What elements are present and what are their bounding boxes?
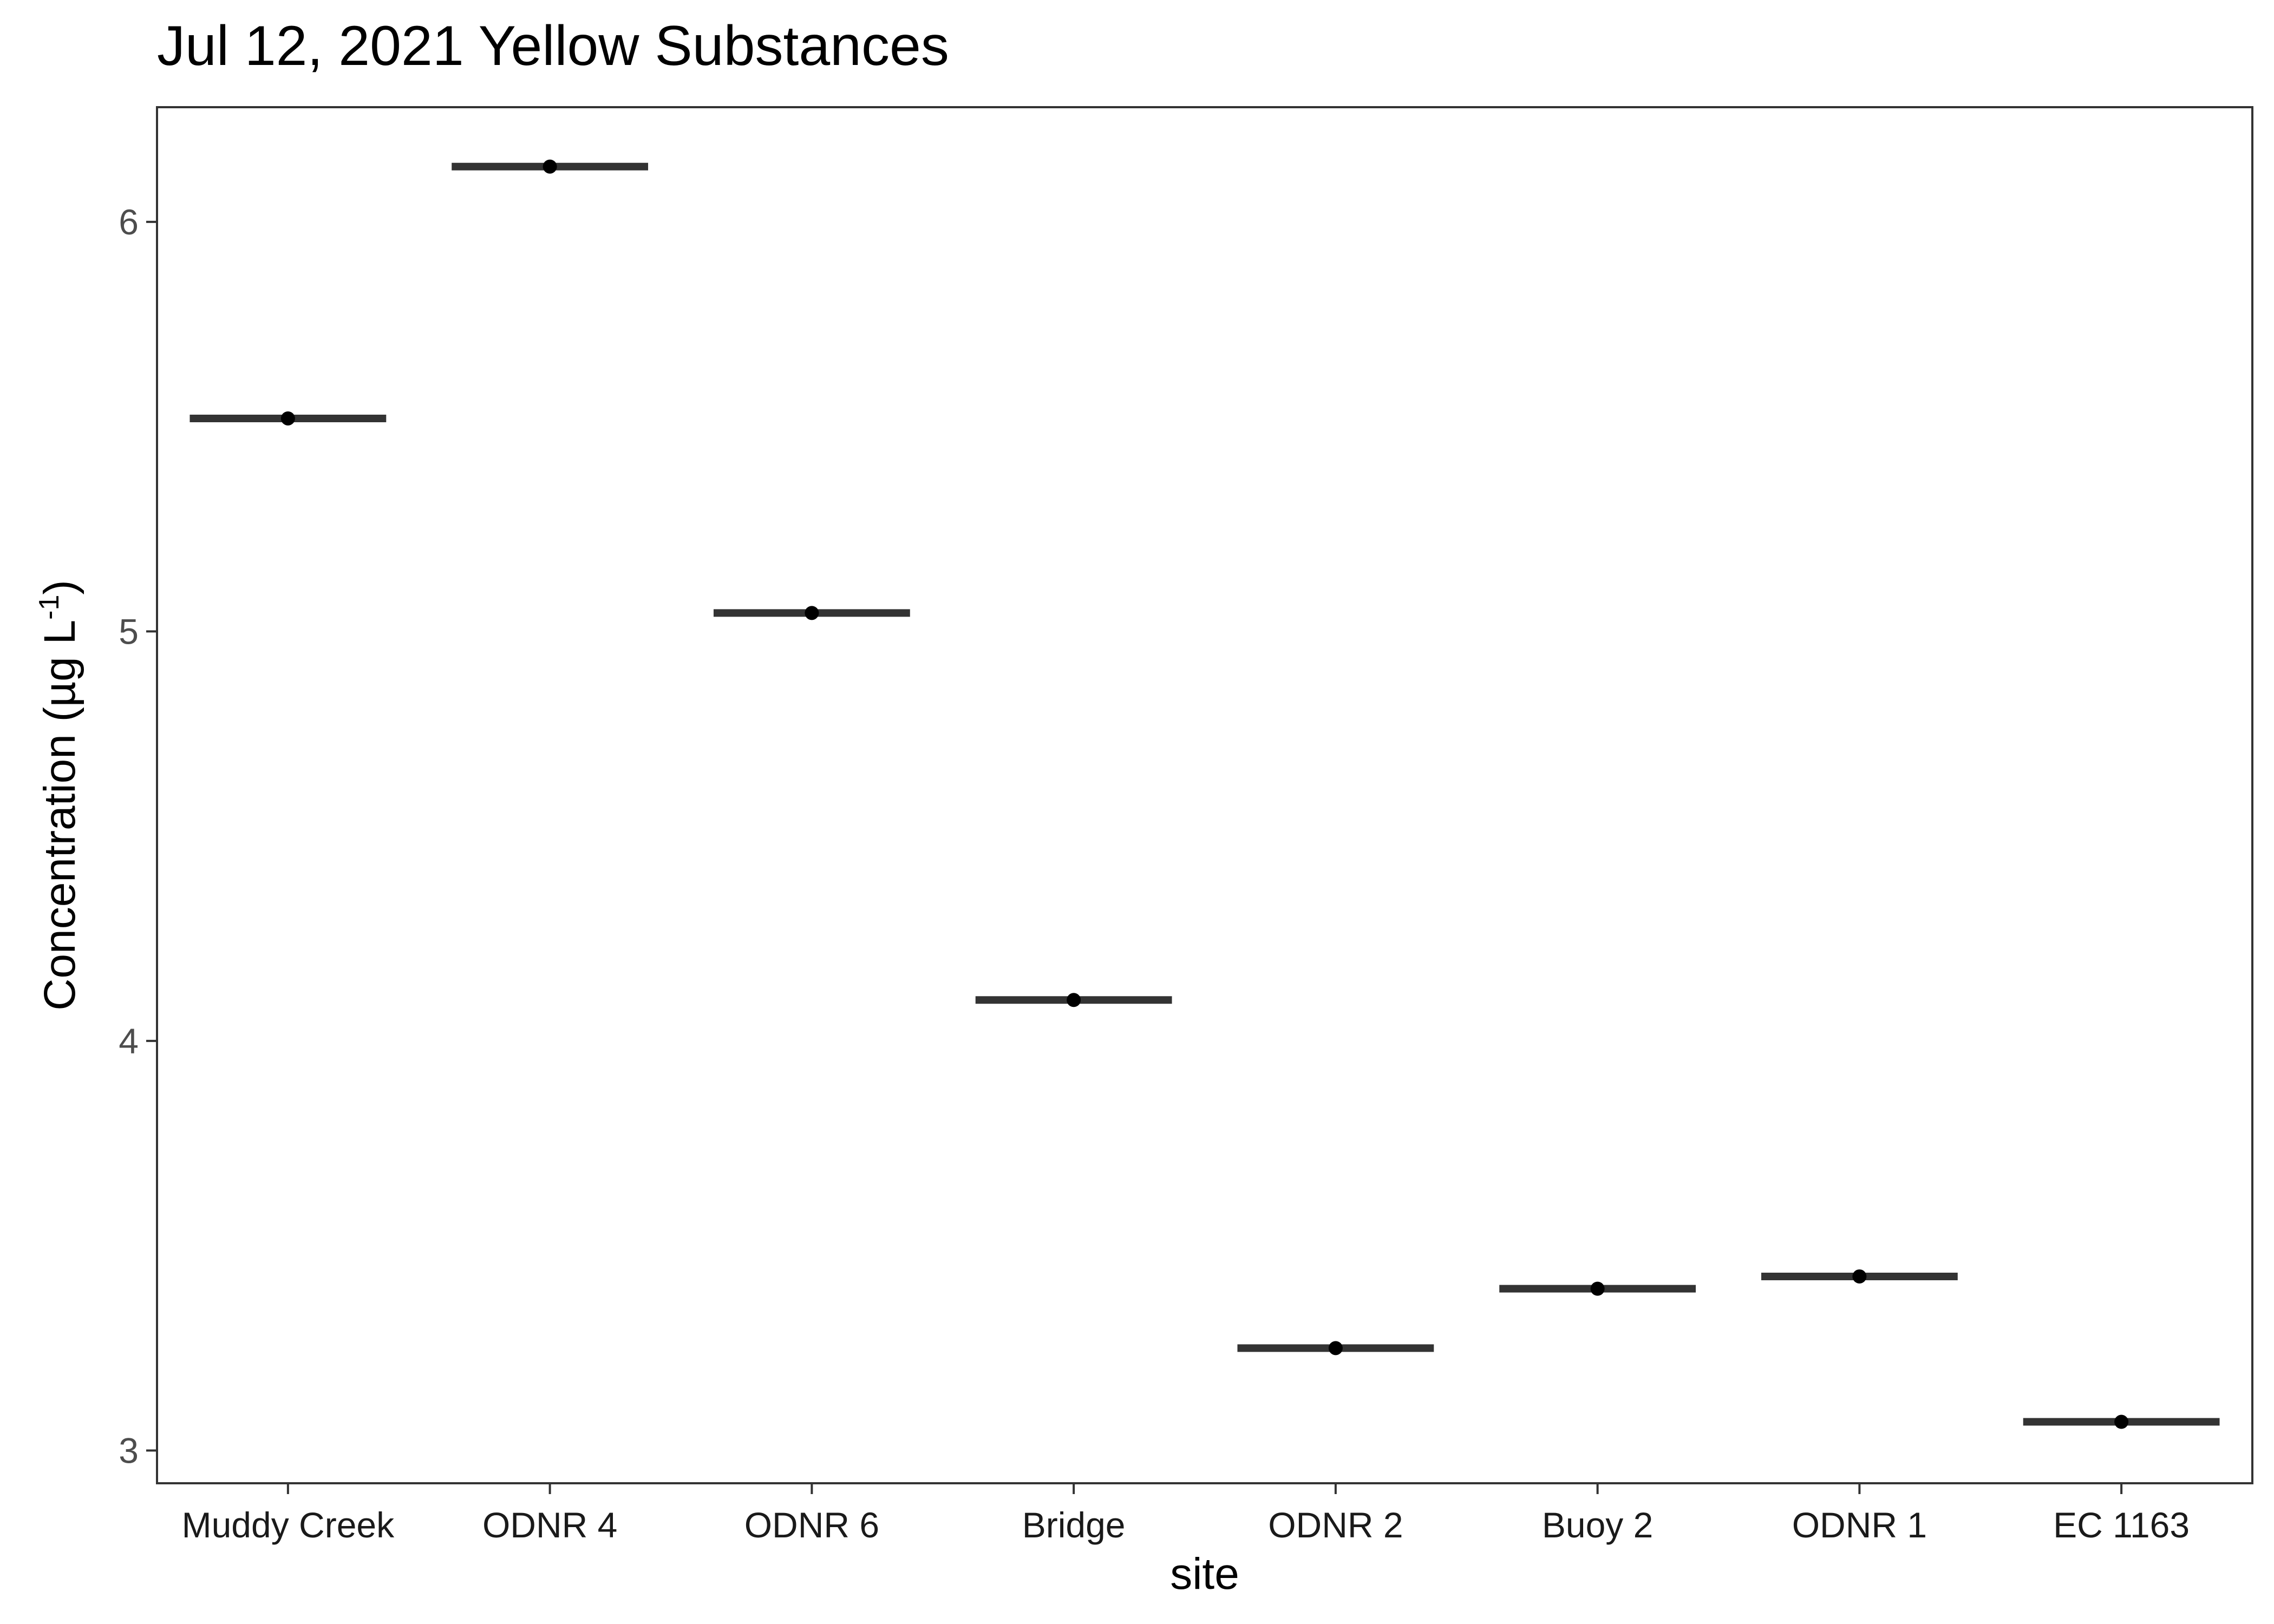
y-axis-title-close: )	[35, 580, 84, 594]
y-tick-label: 6	[119, 202, 139, 242]
plot-panel	[156, 106, 2253, 1484]
data-point	[543, 159, 557, 174]
x-tick-label: ODNR 1	[1792, 1505, 1927, 1545]
y-tick-label: 4	[119, 1021, 139, 1061]
x-tick-label: ODNR 2	[1268, 1505, 1403, 1545]
data-point	[1852, 1269, 1867, 1284]
x-axis-title: site	[1170, 1549, 1239, 1599]
x-tick-label: ODNR 4	[482, 1505, 617, 1545]
x-tick-label: EC 1163	[2053, 1505, 2190, 1545]
data-point	[2114, 1415, 2129, 1429]
data-marks	[190, 159, 2220, 1429]
x-tick-label: Bridge	[1022, 1505, 1126, 1545]
data-point	[805, 606, 819, 620]
y-axis-title-superscript: -1	[34, 595, 65, 620]
data-point	[280, 411, 295, 425]
x-axis: Muddy Creek ODNR 4 ODNR 6 Bridge ODNR 2 Buoy …	[182, 1483, 2190, 1545]
y-axis-title: Concentration (µg L-1)	[34, 580, 84, 1010]
y-tick-label: 5	[119, 611, 139, 651]
chart-title: Jul 12, 2021 Yellow Substances	[157, 15, 949, 77]
data-point	[1590, 1281, 1605, 1296]
y-tick-label: 3	[119, 1430, 139, 1470]
data-point	[1328, 1341, 1343, 1355]
y-axis-title-main: Concentration (µg L	[35, 620, 84, 1011]
x-tick-label: ODNR 6	[744, 1505, 879, 1545]
y-axis: 3 4 5 6	[119, 202, 157, 1470]
data-point	[1067, 993, 1081, 1007]
x-tick-label: Buoy 2	[1542, 1505, 1653, 1545]
x-tick-label: Muddy Creek	[182, 1505, 395, 1545]
